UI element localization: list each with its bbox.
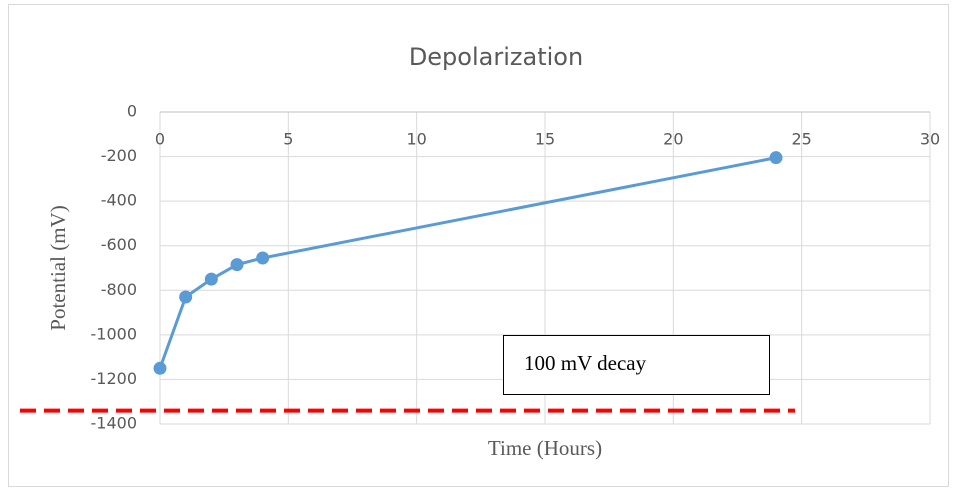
data-point xyxy=(204,272,218,286)
data-point xyxy=(769,151,783,165)
y-tick-label: -200 xyxy=(101,146,137,165)
data-point xyxy=(256,251,270,265)
x-tick-label: 5 xyxy=(283,130,293,149)
x-tick-label: 20 xyxy=(663,130,683,149)
x-tick-label: 0 xyxy=(155,130,165,149)
data-point xyxy=(153,361,167,375)
y-tick-label: -1000 xyxy=(91,324,138,343)
y-tick-label: -1400 xyxy=(91,414,138,433)
x-tick-label: 30 xyxy=(920,130,940,149)
y-tick-label: -800 xyxy=(101,280,137,299)
y-tick-label: -600 xyxy=(101,235,137,254)
x-axis-title: Time (Hours) xyxy=(488,436,602,460)
grid xyxy=(159,111,931,425)
y-axis-title: Potential (mV) xyxy=(46,205,70,330)
series-line xyxy=(158,156,777,369)
annotation-box xyxy=(503,335,770,395)
y-tick-label: -1200 xyxy=(91,369,138,388)
data-point xyxy=(179,290,193,304)
data-point xyxy=(230,258,244,272)
x-tick-label: 25 xyxy=(791,130,811,149)
x-tick-label: 10 xyxy=(406,130,426,149)
chart-title: Depolarization xyxy=(409,43,583,71)
y-tick-label: 0 xyxy=(127,102,137,121)
y-tick-label: -400 xyxy=(101,191,137,210)
annotation: 100 mV decay xyxy=(524,351,647,375)
plot xyxy=(153,151,783,375)
x-tick-label: 15 xyxy=(535,130,555,149)
